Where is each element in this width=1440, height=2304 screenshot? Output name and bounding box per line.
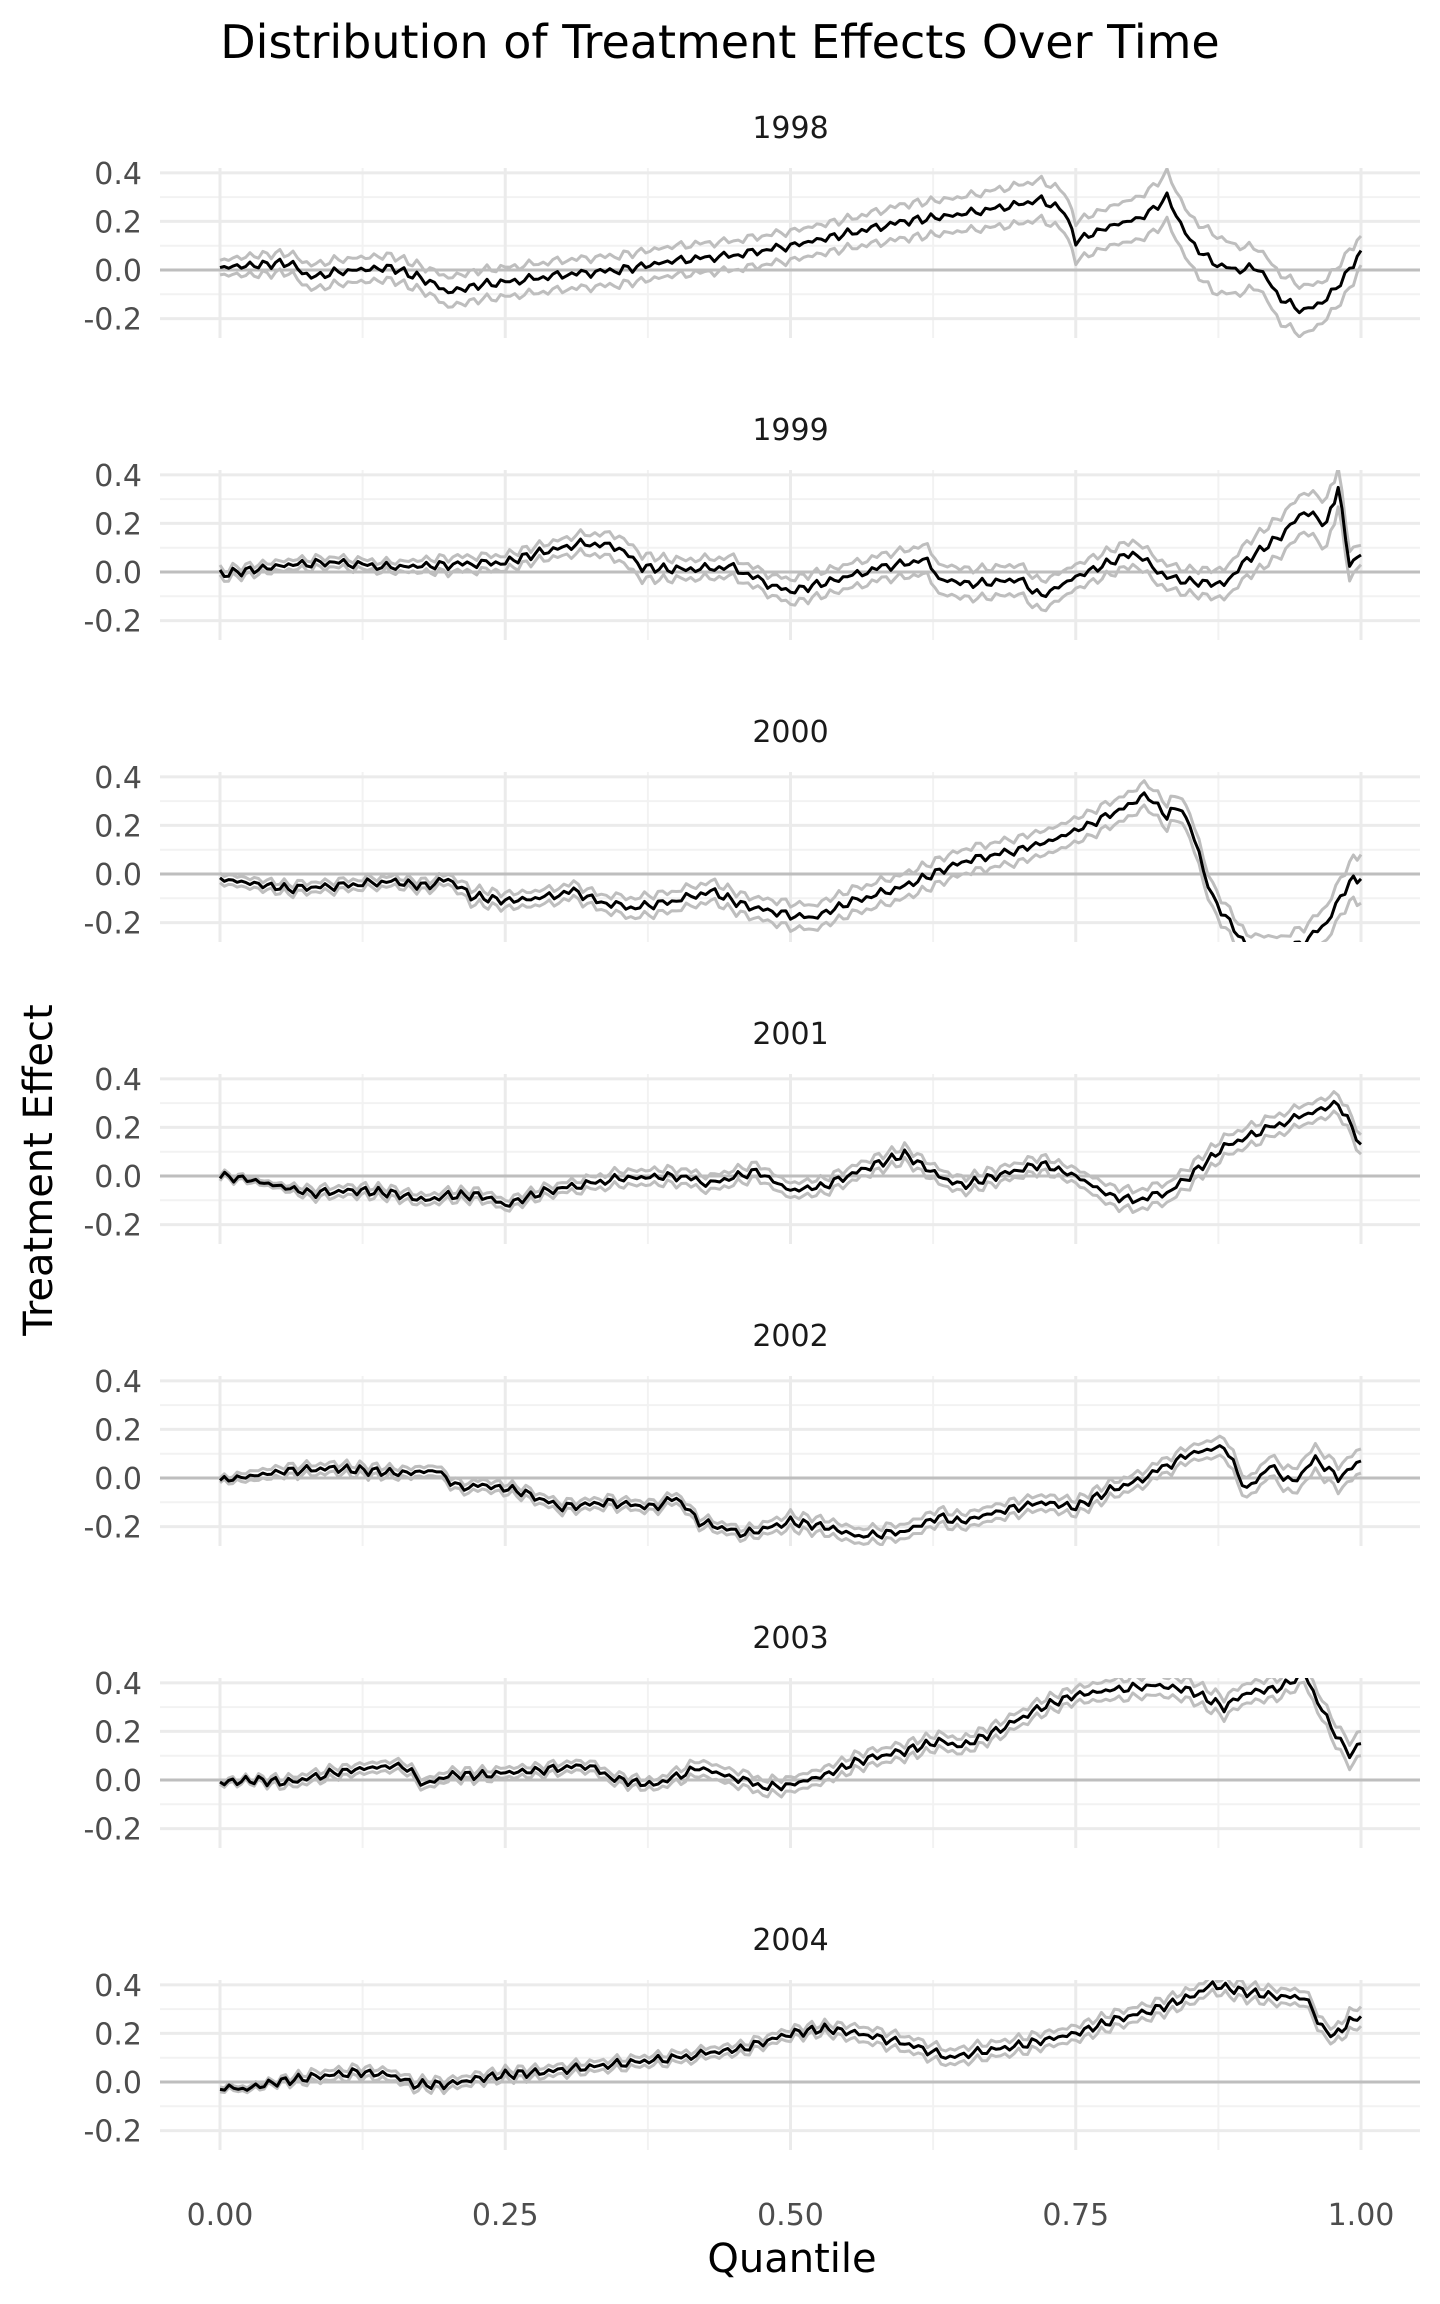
upper-bound-line xyxy=(218,1434,1362,1534)
facet-panel-1998: 1998 0.4 0.2 0.0 -0.2 xyxy=(83,111,1420,338)
series-group xyxy=(218,1434,1362,1546)
upper-bound-line xyxy=(219,168,1363,290)
y-tick-label: 0.0 xyxy=(94,1462,142,1497)
series-group xyxy=(219,1678,1362,1799)
panels: 1998 0.4 0.2 0.0 -0.2 1999 0.4 0.2 0.0 -0.2 2000 0.… xyxy=(83,111,1420,2150)
y-tick-label: 0.2 xyxy=(94,809,142,844)
estimate-line xyxy=(218,1444,1362,1540)
y-tick-label: 0.0 xyxy=(94,254,142,289)
x-tick-label: 0.50 xyxy=(757,2198,824,2233)
series-group xyxy=(219,779,1363,942)
estimate-line xyxy=(219,191,1363,315)
y-tick-label: 0.2 xyxy=(94,2017,142,2052)
lower-bound-line xyxy=(218,505,1363,613)
y-tick-label: 0.2 xyxy=(94,1413,142,1448)
facet-label: 2004 xyxy=(752,1923,828,1958)
y-tick-label: -0.2 xyxy=(83,1813,142,1848)
estimate-line xyxy=(219,791,1363,942)
lower-bound-line xyxy=(219,803,1362,942)
y-tick-label: 0.0 xyxy=(94,1764,142,1799)
series-group xyxy=(218,1090,1362,1214)
facet-label: 1999 xyxy=(752,413,828,448)
y-tick-label: 0.4 xyxy=(94,1063,142,1098)
series-group xyxy=(219,168,1363,338)
x-tick-label: 1.00 xyxy=(1328,2198,1395,2233)
x-axis-title: Quantile xyxy=(707,2236,876,2282)
y-tick-label: 0.4 xyxy=(94,1969,142,2004)
y-tick-label: 0.4 xyxy=(94,761,142,796)
y-tick-label: 0.4 xyxy=(94,1667,142,1702)
facet-panel-2004: 2004 0.4 0.2 0.0 -0.2 xyxy=(83,1923,1420,2150)
y-tick-label: -0.2 xyxy=(83,2115,142,2150)
lower-bound-line xyxy=(219,1680,1362,1799)
y-tick-label: 0.0 xyxy=(94,858,142,893)
upper-bound-line xyxy=(219,779,1363,940)
facet-label: 1998 xyxy=(752,111,828,146)
y-tick-label: 0.0 xyxy=(94,2066,142,2101)
y-tick-label: -0.2 xyxy=(83,1209,142,1244)
x-tick-label: 0.25 xyxy=(472,2198,539,2233)
chart-title: Distribution of Treatment Effects Over T… xyxy=(220,15,1219,69)
y-tick-label: -0.2 xyxy=(83,303,142,338)
y-tick-label: 0.2 xyxy=(94,1715,142,1750)
facet-label: 2002 xyxy=(752,1319,828,1354)
y-tick-label: 0.2 xyxy=(94,205,142,240)
upper-bound-line xyxy=(218,470,1362,584)
facet-panel-2002: 2002 0.4 0.2 0.0 -0.2 xyxy=(83,1319,1420,1546)
y-tick-label: 0.4 xyxy=(94,157,142,192)
facet-panel-2001: 2001 0.4 0.2 0.0 -0.2 xyxy=(83,1017,1420,1244)
upper-bound-line xyxy=(219,1980,1363,2090)
y-tick-label: 0.2 xyxy=(94,507,142,542)
x-tick-label: 0.75 xyxy=(1042,2198,1109,2233)
x-axis: 0.00 0.25 0.50 0.75 1.00 xyxy=(187,2198,1395,2233)
series-group xyxy=(218,470,1363,613)
y-axis-title: Treatment Effect xyxy=(16,1004,62,1336)
facet-panel-2000: 2000 0.4 0.2 0.0 -0.2 xyxy=(83,715,1420,942)
upper-bound-line xyxy=(219,1678,1362,1784)
estimate-line xyxy=(219,1980,1363,2092)
y-tick-label: 0.4 xyxy=(94,459,142,494)
estimate-line xyxy=(219,1678,1362,1792)
facet-label: 2003 xyxy=(752,1621,828,1656)
y-tick-label: 0.0 xyxy=(94,556,142,591)
lower-bound-line xyxy=(219,1987,1363,2096)
series-group xyxy=(219,1980,1363,2096)
facet-panel-2003: 2003 0.4 0.2 0.0 -0.2 xyxy=(83,1621,1420,1848)
lower-bound-line xyxy=(219,1453,1362,1546)
x-tick-label: 0.00 xyxy=(187,2198,254,2233)
y-tick-label: -0.2 xyxy=(83,605,142,640)
lower-bound-line xyxy=(218,1109,1362,1214)
y-tick-label: 0.0 xyxy=(94,1160,142,1195)
facet-label: 2001 xyxy=(752,1017,828,1052)
estimate-line xyxy=(218,485,1362,599)
facet-label: 2000 xyxy=(752,715,828,750)
facet-panel-1999: 1999 0.4 0.2 0.0 -0.2 xyxy=(83,413,1420,640)
y-tick-label: -0.2 xyxy=(83,1511,142,1546)
y-tick-label: 0.4 xyxy=(94,1365,142,1400)
y-tick-label: -0.2 xyxy=(83,907,142,942)
estimate-line xyxy=(218,1099,1362,1208)
lower-bound-line xyxy=(219,213,1363,338)
upper-bound-line xyxy=(218,1090,1362,1203)
y-tick-label: 0.2 xyxy=(94,1111,142,1146)
